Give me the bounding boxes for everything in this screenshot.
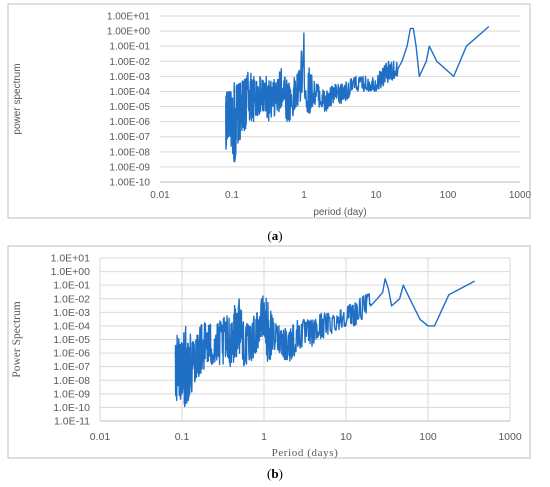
- y-tick-label: 1.0E-06: [53, 348, 90, 360]
- y-tick-label: 1.0E-10: [53, 402, 90, 414]
- y-tick-label: 1.00E-04: [109, 87, 150, 98]
- x-tick-label: 10: [370, 190, 382, 201]
- y-tick-label: 1.00E-07: [109, 132, 150, 143]
- y-tick-label: 1.0E-01: [53, 280, 90, 292]
- y-tick-label: 1.00E+01: [107, 12, 151, 23]
- y-tick-label: 1.0E-09: [53, 388, 90, 400]
- y-tick-label: 1.00E-05: [109, 102, 150, 113]
- y-tick-label: 1.00E-03: [109, 72, 150, 83]
- x-tick-label: 0.1: [175, 431, 190, 443]
- x-axis-label: period (day): [313, 207, 366, 218]
- y-tick-label: 1.00E-06: [109, 117, 150, 128]
- x-tick-label: 100: [440, 190, 457, 201]
- x-tick-label: 1: [261, 431, 267, 443]
- caption-a-close: ): [278, 228, 283, 243]
- caption-b: (b): [0, 466, 550, 482]
- y-tick-label: 1.0E-11: [54, 416, 90, 428]
- chart-panel-b: 1.0E-11 1.0E-10 1.0E-09 1.0E-08 1.0E-07 1.0E-…: [0, 244, 550, 461]
- y-tick-label: 1.00E-10: [109, 178, 150, 189]
- y-tick-label: 1.00E+00: [107, 27, 151, 38]
- y-tick-label: 1.0E-02: [53, 293, 90, 305]
- x-tick-label: 0.1: [225, 190, 239, 201]
- series-line-power-spectrum: [174, 278, 475, 408]
- caption-b-close: ): [278, 466, 283, 481]
- y-axis-label: Power Spectrum: [11, 301, 23, 377]
- y-tick-label: 1.0E-08: [53, 375, 90, 387]
- y-axis-label: power spectrum: [12, 63, 23, 134]
- x-tick-label: 0.01: [90, 431, 111, 443]
- y-tick-label: 1.00E-01: [109, 42, 150, 53]
- x-tick-label: 1000: [498, 431, 522, 443]
- y-tick-label: 1.00E-08: [109, 147, 150, 158]
- caption-a-letter: a: [271, 228, 279, 243]
- x-axis-label: Period (days): [272, 447, 339, 459]
- x-tick-label: 1000: [509, 190, 532, 201]
- y-tick-label: 1.0E-05: [53, 334, 90, 346]
- y-tick-label: 1.0E+00: [51, 266, 91, 278]
- chart-panel-a: 1.00E-10 1.00E-09 1.00E-08 1.00E-07 1.00E-06…: [0, 0, 550, 226]
- y-tick-label: 1.00E-02: [109, 57, 150, 68]
- x-tick-label: 0.01: [150, 190, 170, 201]
- x-tick-label: 100: [419, 431, 437, 443]
- y-tick-label: 1.0E-07: [53, 361, 90, 373]
- y-tick-label: 1.00E-09: [109, 162, 150, 173]
- y-tick-label: 1.0E+01: [51, 253, 91, 265]
- caption-b-letter: b: [271, 466, 279, 481]
- power-spectrum-chart-b: 1.0E-111.0E-101.0E-091.0E-081.0E-071.0E-…: [7, 245, 531, 459]
- caption-a-open: (: [267, 228, 272, 243]
- x-tick-label: 1: [301, 190, 307, 201]
- y-tick-label: 1.0E-03: [53, 307, 90, 319]
- caption-b-open: (: [267, 466, 272, 481]
- x-tick-label: 10: [340, 431, 352, 443]
- power-spectrum-chart-a: 1.00E-10 1.00E-09 1.00E-08 1.00E-07 1.00E-06…: [7, 3, 532, 219]
- caption-a: (a): [0, 228, 550, 244]
- y-tick-label: 1.0E-04: [53, 320, 90, 332]
- series-line-power-spectrum: [225, 25, 490, 163]
